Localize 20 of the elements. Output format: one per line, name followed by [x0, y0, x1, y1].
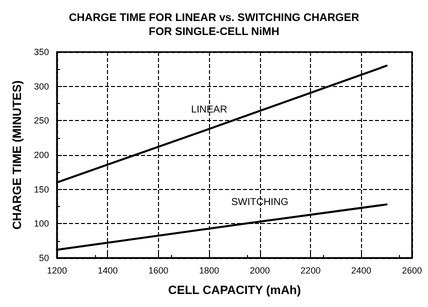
y-tick-label: 350	[34, 47, 49, 57]
x-axis-title: CELL CAPACITY (mAh)	[168, 283, 301, 297]
x-tick-label: 1200	[46, 266, 68, 276]
y-tick-label: 150	[34, 184, 49, 194]
series-label: LINEAR	[191, 104, 228, 116]
x-tick-label: 2600	[402, 266, 422, 276]
x-tick-label: 1400	[98, 266, 118, 276]
y-tick-label: 50	[38, 253, 49, 263]
x-tick-label: 1800	[199, 266, 220, 276]
y-tick-label: 300	[34, 81, 49, 92]
y-axis-title: CHARGE TIME (MINUTES)	[10, 80, 24, 230]
y-tick-label: 250	[34, 116, 49, 126]
x-tick-label: 1600	[148, 266, 168, 276]
y-tick-label: 100	[34, 218, 49, 229]
chart-title: CHARGE TIME FOR LINEAR vs. SWITCHING CHARGER FOR SINGLE-CELL NiMH	[68, 12, 360, 38]
x-tick-label: 2200	[300, 266, 321, 276]
series-label: SWITCHING	[231, 197, 289, 208]
x-tick-label: 2000	[250, 266, 270, 276]
x-tick-label: 2400	[351, 266, 372, 276]
y-tick-label: 200	[34, 150, 49, 160]
